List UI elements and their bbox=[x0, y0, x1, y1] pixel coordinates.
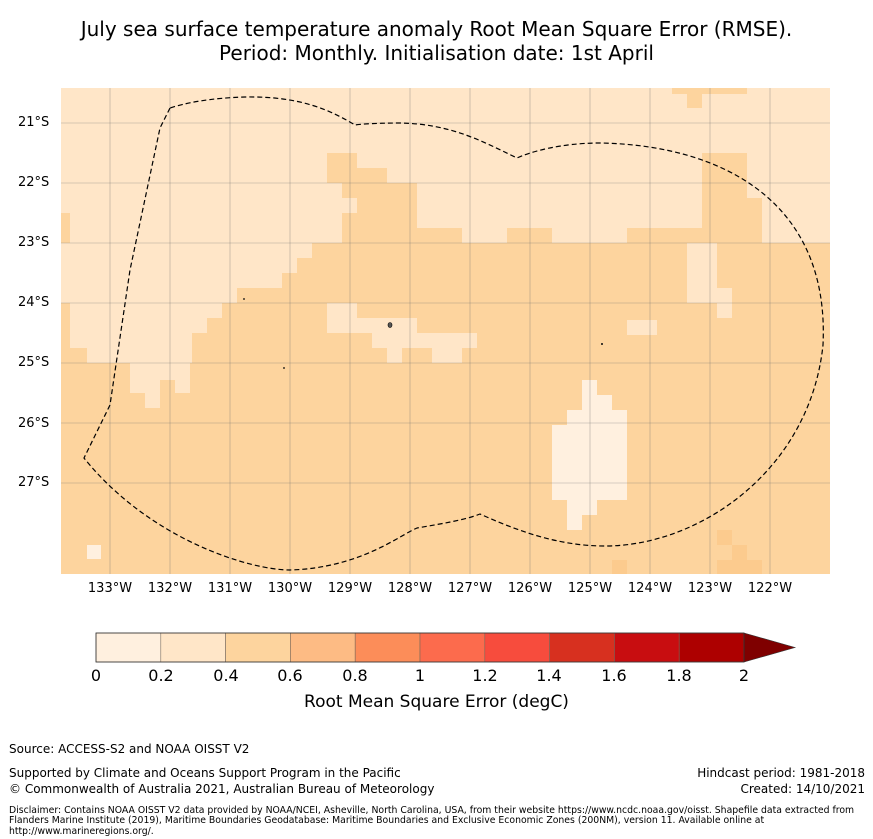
lat-label-21s: 21°S bbox=[18, 115, 50, 130]
lat-label-27s: 27°S bbox=[18, 475, 50, 490]
rmse-region-east-edge bbox=[762, 183, 830, 243]
lat-label-24s: 24°S bbox=[18, 295, 50, 310]
rmse-region-southwest-2 bbox=[130, 363, 175, 408]
lon-label-122w: 122°W bbox=[747, 581, 793, 596]
cb-tick-1.8: 1.8 bbox=[666, 666, 692, 685]
lon-label-131w: 131°W bbox=[207, 581, 253, 596]
colorbar-extend-arrow bbox=[743, 632, 797, 663]
colorbar bbox=[95, 632, 797, 663]
colorbar-segment bbox=[678, 632, 745, 663]
cb-tick-0.8: 0.8 bbox=[342, 666, 368, 685]
lon-label-129w: 129°W bbox=[327, 581, 373, 596]
lon-label-127w: 127°W bbox=[447, 581, 493, 596]
colorbar-segment bbox=[354, 632, 421, 663]
hindcast-text: Hindcast period: 1981-2018 bbox=[697, 766, 865, 780]
colorbar-segment bbox=[549, 632, 615, 663]
chart-title-line2: Period: Monthly. Initialisation date: 1s… bbox=[219, 41, 654, 65]
colorbar-segment bbox=[290, 632, 356, 663]
lon-label-133w: 133°W bbox=[87, 581, 133, 596]
colorbar-segment bbox=[484, 632, 550, 663]
cb-tick-2: 2 bbox=[738, 666, 750, 685]
map-gridlines bbox=[61, 88, 830, 574]
cb-tick-1.2: 1.2 bbox=[472, 666, 498, 685]
cb-tick-0.6: 0.6 bbox=[277, 666, 303, 685]
islands bbox=[243, 298, 603, 369]
rmse-region-north bbox=[61, 88, 830, 363]
rmse-region-west-inner bbox=[175, 138, 190, 153]
colorbar-segment bbox=[160, 632, 226, 663]
island-small-1 bbox=[243, 298, 245, 300]
lon-label-123w: 123°W bbox=[687, 581, 733, 596]
island-ducie bbox=[600, 342, 603, 345]
lon-label-126w: 126°W bbox=[507, 581, 553, 596]
rmse-region-east bbox=[687, 243, 732, 318]
lon-label-132w: 132°W bbox=[147, 581, 193, 596]
cb-tick-1.6: 1.6 bbox=[601, 666, 627, 685]
colorbar-segment bbox=[614, 632, 680, 663]
lon-label-128w: 128°W bbox=[387, 581, 433, 596]
colorbar-segment bbox=[419, 632, 486, 663]
created-text: Created: 14/10/2021 bbox=[740, 782, 865, 796]
colorbar-segment bbox=[95, 632, 162, 663]
rmse-verylight-regions bbox=[87, 380, 627, 559]
lat-label-23s: 23°S bbox=[18, 235, 50, 250]
lat-label-26s: 26°S bbox=[18, 416, 50, 431]
cb-tick-0.2: 0.2 bbox=[148, 666, 174, 685]
lon-label-124w: 124°W bbox=[627, 581, 673, 596]
rmse-region-east-2 bbox=[627, 320, 657, 335]
lon-label-125w: 125°W bbox=[567, 581, 613, 596]
colorbar-segment bbox=[225, 632, 291, 663]
cb-tick-0: 0 bbox=[90, 666, 102, 685]
cb-tick-1.4: 1.4 bbox=[536, 666, 562, 685]
rmse-plume bbox=[552, 380, 627, 530]
rmse-light-regions bbox=[61, 88, 830, 408]
disclaimer-text: Disclaimer: Contains NOAA OISST V2 data … bbox=[9, 805, 855, 837]
colorbar-frame bbox=[95, 632, 745, 663]
copyright-text: © Commonwealth of Australia 2021, Austra… bbox=[9, 782, 435, 796]
island-small-2 bbox=[283, 367, 285, 369]
cb-tick-1: 1 bbox=[414, 666, 426, 685]
island-henderson bbox=[387, 322, 393, 328]
rmse-warm-pixels bbox=[612, 530, 762, 574]
source-text: Source: ACCESS-S2 and NOAA OISST V2 bbox=[9, 742, 250, 756]
lat-label-22s: 22°S bbox=[18, 175, 50, 190]
eez-boundary bbox=[83, 96, 824, 571]
cb-tick-0.4: 0.4 bbox=[213, 666, 239, 685]
lon-label-130w: 130°W bbox=[267, 581, 313, 596]
rmse-small-block bbox=[87, 545, 101, 559]
chart-title-line1: July sea surface temperature anomaly Roo… bbox=[80, 17, 793, 41]
support-text: Supported by Climate and Oceans Support … bbox=[9, 766, 401, 780]
lat-label-25s: 25°S bbox=[18, 355, 50, 370]
rmse-region-central bbox=[327, 303, 477, 363]
colorbar-label: Root Mean Square Error (degC) bbox=[304, 692, 569, 712]
